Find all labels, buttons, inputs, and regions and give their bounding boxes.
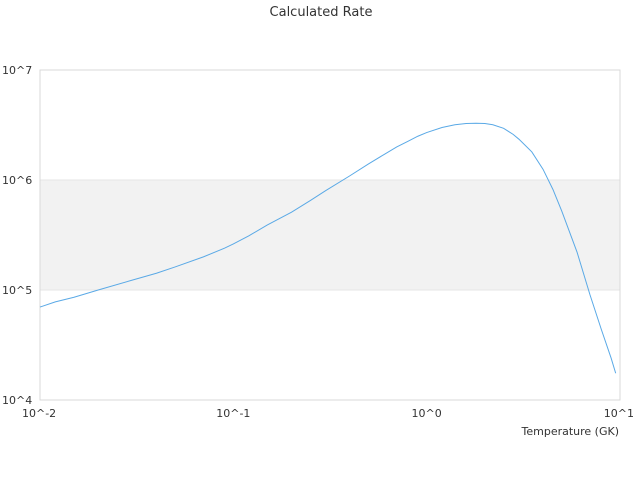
chart-title: Calculated Rate bbox=[270, 5, 373, 20]
y-tick-label: 10^6 bbox=[2, 174, 32, 187]
y-axis-ticks: 10^4 10^5 10^6 10^7 bbox=[2, 64, 32, 407]
x-axis-ticks: 10^-2 10^-1 10^0 10^1 bbox=[22, 407, 634, 420]
x-tick-label: 10^-1 bbox=[216, 407, 250, 420]
series-group bbox=[39, 122, 617, 374]
plot-area-frame bbox=[39, 69, 621, 401]
series-line bbox=[39, 122, 617, 374]
x-tick-label: 10^1 bbox=[604, 407, 634, 420]
y-band-shading bbox=[40, 180, 620, 290]
x-axis-label: Temperature (GK) bbox=[521, 425, 620, 438]
y-tick-label: 10^7 bbox=[2, 64, 32, 77]
x-tick-label: 10^0 bbox=[412, 407, 442, 420]
x-tick-label: 10^-2 bbox=[22, 407, 56, 420]
y-tick-label: 10^4 bbox=[2, 394, 32, 407]
y-tick-label: 10^5 bbox=[2, 284, 32, 297]
